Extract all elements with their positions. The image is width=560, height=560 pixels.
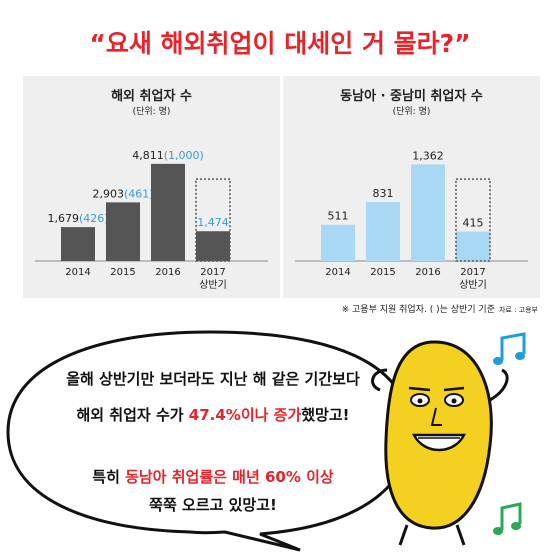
source-text: 자료 : 고용부 [498,306,538,314]
music-note-icon [493,332,526,365]
value-label-2014: 511 [328,210,349,223]
bubble-line-3: 특히 동남아 취업률은 매년 60% 이상 [18,466,408,487]
bar-outline-2017 [195,178,231,262]
half-year-value: (461) [124,187,154,200]
bar-2014 [321,224,355,261]
half-year-value: (426) [79,212,109,225]
x-tick-sublabel: 상반기 [199,279,227,291]
bar-2014 [61,227,95,261]
music-note-icon-2 [493,502,522,535]
chart-overseas-employment: 해외 취업자 수(단위: 명)1,679(426)20142,903(461)2… [35,88,268,291]
value-label-2016: 4,811(1,000) [132,149,204,162]
value-label-2015: 2,903(461) [92,187,153,200]
footnote-text: ※ 고용부 지원 취업자. ( )는 상반기 기준 [341,305,495,315]
bubble-line-3-a: 특히 [92,468,126,486]
x-tick-sublabel: 상반기 [459,279,487,291]
value-label-2015: 831 [373,187,394,200]
value-number: 4,811 [132,149,164,162]
chart-panel-sea-latam: 동남아 · 중남미 취업자 수 (단위: 명) 511 2014 831 2015 1,36… [283,76,540,298]
x-tick-label-2015: 2015 [370,267,395,278]
bubble-highlight-sea: 동남아 취업률은 매년 60% 이상 [125,468,334,486]
value-number: 2,903 [92,187,124,200]
x-tick-label-2017: 2017 [460,267,485,278]
value-label-2016: 1,362 [412,149,444,162]
value-number: 1,679 [47,212,79,225]
bar-2017 [456,231,490,261]
bar-2017 [196,231,230,261]
footnote: ※ 고용부 지원 취업자. ( )는 상반기 기준 자료 : 고용부 [342,302,538,315]
x-tick-label-2017: 2017 [200,267,225,278]
bubble-line-2-c: 했망고! [301,406,350,424]
bubble-line-4: 쭉쭉 오르고 있망고! [149,496,277,514]
chart-unit-label: (단위: 명) [133,106,171,117]
x-tick-label-2014: 2014 [65,267,90,278]
speech-bubble [6,330,412,552]
chart-unit-label: (단위: 명) [393,106,431,117]
chart-title: 해외 취업자 수 [111,88,192,104]
bubble-line-2: 해외 취업자 수가 47.4%이나 증가했망고! [18,404,408,425]
mango-character [371,332,526,546]
bubble-line-1: 올해 상반기만 보더라도 지난 해 같은 기간보다 [66,370,360,388]
x-tick-label-2016: 2016 [155,267,180,278]
x-tick-label-2014: 2014 [325,267,350,278]
bar-2015 [106,202,140,261]
value-label-2017: 1,474 [197,216,229,229]
x-tick-label-2016: 2016 [415,267,440,278]
bar-2016 [151,163,185,261]
bubble-line-2-a: 해외 취업자 수가 [76,406,189,424]
bar-2016 [411,164,445,261]
chart-sea-latam-employment: 동남아 · 중남미 취업자 수 (단위: 명) 511 2014 831 2015 1,36… [295,88,528,291]
chart-panel-overseas: 해외 취업자 수 (단위: 명) 1,679(426) 2014 2,903(461) 2… [23,76,280,298]
bar-outline-2017 [455,178,491,262]
bar-2015 [366,202,400,261]
bubble-highlight-increase: 47.4%이나 증가 [188,406,302,424]
half-year-value: (1,000) [164,149,204,162]
chart-title: 동남아 · 중남미 취업자 수 [340,88,483,104]
x-tick-label-2015: 2015 [110,267,135,278]
page-title: “요새 해외취업이 대세인 거 몰라?” [89,29,471,58]
value-label-2014: 1,679(426) [47,212,108,225]
value-label-2017: 415 [463,217,484,230]
